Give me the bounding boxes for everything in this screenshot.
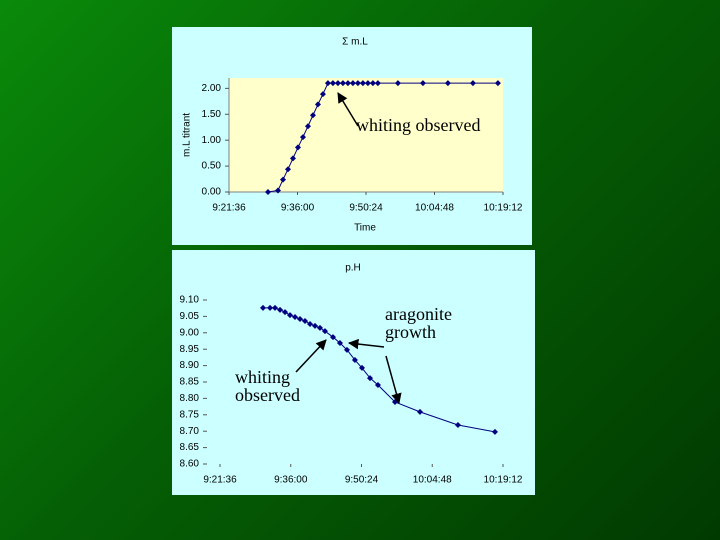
y-tick-label: 8.90: [180, 360, 200, 371]
data-point: [349, 80, 356, 87]
data-point: [324, 80, 331, 87]
data-point: [374, 381, 381, 388]
data-point: [491, 428, 498, 435]
panel: [172, 250, 535, 495]
y-tick-label: 8.85: [180, 377, 200, 388]
data-point: [289, 155, 296, 162]
data-point: [282, 309, 289, 316]
data-point: [259, 304, 266, 311]
y-tick-label: 8.70: [180, 426, 200, 437]
y-tick-label: 0.00: [202, 187, 222, 198]
data-point: [319, 91, 326, 98]
data-point: [374, 80, 381, 87]
data-point: [321, 328, 328, 335]
data-point: [494, 80, 501, 87]
x-tick-label: 9:21:36: [203, 475, 237, 486]
data-point: [309, 112, 316, 119]
y-tick-label: 9.10: [180, 295, 200, 306]
data-point: [304, 123, 311, 130]
plot-area: [229, 78, 503, 192]
data-point: [294, 144, 301, 151]
x-tick-label: 9:36:00: [281, 203, 315, 214]
data-point: [359, 80, 366, 87]
data-point: [297, 316, 304, 323]
data-point: [272, 304, 279, 311]
data-point: [344, 80, 351, 87]
y-tick-label: 8.95: [180, 344, 200, 355]
data-point: [279, 176, 286, 183]
chart-title: p.H: [345, 263, 361, 274]
x-tick-label: 9:36:00: [274, 475, 308, 486]
data-point: [334, 80, 341, 87]
data-point: [306, 320, 313, 327]
y-tick-label: 1.00: [202, 135, 222, 146]
annotation-arrow: [337, 92, 359, 127]
annotation-arrow: [295, 339, 327, 373]
annotation: whiting observed: [235, 367, 300, 405]
x-tick-label: 10:19:12: [484, 475, 523, 486]
y-tick-label: 8.65: [180, 442, 200, 453]
annotation-arrow: [347, 338, 385, 350]
chart-title: Σ m.L: [342, 37, 368, 48]
data-point: [316, 324, 323, 331]
y-tick-label: 1.50: [202, 109, 222, 120]
annotation-arrow: [385, 355, 402, 405]
x-tick-label: 10:04:48: [415, 203, 454, 214]
data-point: [419, 80, 426, 87]
data-point: [301, 317, 308, 324]
y-tick-label: 8.75: [180, 409, 200, 420]
x-axis-label: Time: [354, 223, 376, 234]
annotation: whiting observed: [356, 115, 481, 135]
x-tick-label: 9:50:24: [349, 203, 383, 214]
y-tick-label: 2.00: [202, 83, 222, 94]
data-point: [265, 189, 272, 195]
data-point: [314, 101, 321, 108]
data-point: [351, 357, 358, 364]
y-tick-label: 8.60: [180, 459, 200, 470]
data-point: [287, 312, 294, 319]
y-tick-label: 0.50: [202, 161, 222, 172]
x-tick-label: 9:21:36: [212, 203, 246, 214]
data-point: [364, 80, 371, 87]
x-tick-label: 10:19:12: [484, 203, 523, 214]
data-point: [394, 80, 401, 87]
y-tick-label: 9.05: [180, 311, 200, 322]
data-point: [354, 80, 361, 87]
data-point: [336, 339, 343, 346]
data-point: [416, 408, 423, 415]
data-point: [267, 304, 274, 311]
y-tick-label: 9.00: [180, 327, 200, 338]
data-point: [358, 364, 365, 371]
data-point: [299, 134, 306, 141]
data-point: [292, 314, 299, 321]
y-tick-label: 8.80: [180, 393, 200, 404]
data-point: [330, 334, 337, 341]
data-point: [277, 306, 284, 313]
data-point: [444, 80, 451, 87]
data-point: [469, 80, 476, 87]
data-point: [369, 80, 376, 87]
x-tick-label: 9:50:24: [345, 475, 379, 486]
y-axis-label: m.L titrant: [182, 113, 193, 157]
data-point: [284, 166, 291, 173]
data-point: [339, 80, 346, 87]
data-point: [454, 421, 461, 428]
x-tick-label: 10:04:48: [413, 475, 452, 486]
annotation: aragonite growth: [385, 304, 452, 342]
data-point: [329, 80, 336, 87]
data-point: [274, 187, 281, 194]
data-point: [367, 375, 374, 382]
data-point: [311, 322, 318, 329]
